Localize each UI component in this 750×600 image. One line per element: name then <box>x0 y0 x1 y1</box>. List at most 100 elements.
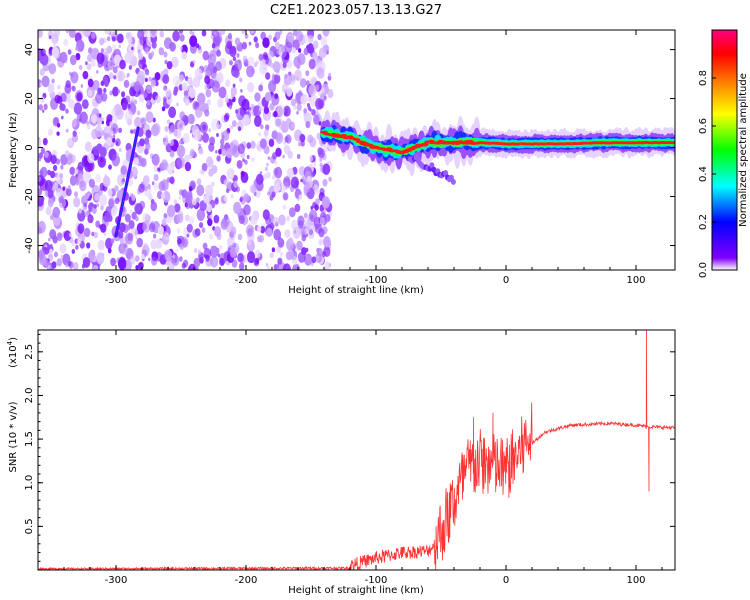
noise-speck <box>265 124 270 131</box>
noise-speck <box>92 265 99 270</box>
snr-y-multiplier-base: (x10 <box>8 345 19 368</box>
noise-speck <box>264 91 272 102</box>
snr-y-tick-label: 1.5 <box>24 431 35 447</box>
noise-speck <box>267 265 270 270</box>
noise-speck <box>146 85 152 94</box>
noise-speck <box>188 263 197 270</box>
noise-speck <box>118 44 122 49</box>
noise-speck <box>253 36 258 43</box>
noise-speck <box>308 84 317 97</box>
noise-speck <box>162 74 170 85</box>
noise-speck <box>302 34 310 45</box>
noise-speck <box>151 256 158 266</box>
noise-speck <box>166 60 173 70</box>
noise-speck <box>267 156 271 160</box>
noise-speck <box>282 204 286 210</box>
noise-speck <box>164 59 168 65</box>
noise-speck <box>315 108 319 113</box>
noise-speck <box>115 107 124 120</box>
noise-speck <box>230 194 234 199</box>
noise-speck <box>86 63 92 71</box>
carrier-cell <box>671 141 675 145</box>
noise-speck <box>189 149 195 157</box>
noise-speck <box>296 240 303 250</box>
noise-speck <box>111 154 121 167</box>
noise-speck <box>146 100 151 106</box>
carrier-branch-cell <box>415 155 421 162</box>
noise-speck <box>275 41 280 49</box>
noise-speck <box>181 44 188 55</box>
noise-speck <box>273 182 281 193</box>
noise-speck <box>250 185 256 194</box>
noise-speck <box>110 30 119 37</box>
noise-speck <box>73 102 83 115</box>
noise-speck <box>279 183 286 193</box>
noise-speck <box>191 31 195 36</box>
noise-speck <box>319 157 323 162</box>
snr-y-tick-label: 2.5 <box>24 344 35 360</box>
noise-speck <box>166 119 171 125</box>
noise-speck <box>142 242 149 251</box>
noise-speck <box>185 192 193 204</box>
noise-speck <box>274 166 283 179</box>
noise-speck <box>305 121 311 129</box>
noise-speck <box>92 80 100 91</box>
noise-speck <box>283 176 291 187</box>
noise-speck <box>237 233 243 241</box>
noise-speck <box>188 87 196 99</box>
noise-speck <box>104 211 111 222</box>
noise-speck <box>196 197 200 203</box>
noise-speck <box>62 186 66 191</box>
noise-speck <box>110 207 117 216</box>
noise-speck <box>96 203 100 208</box>
noise-speck <box>41 75 50 88</box>
noise-speck <box>118 231 124 239</box>
noise-speck <box>311 171 315 178</box>
noise-speck <box>48 35 52 40</box>
noise-speck <box>284 136 289 143</box>
noise-speck <box>129 255 136 265</box>
noise-speck <box>239 262 245 270</box>
noise-speck <box>318 121 322 126</box>
noise-speck <box>103 87 107 93</box>
noise-speck <box>150 239 158 250</box>
noise-speck <box>244 159 248 165</box>
noise-speck <box>258 132 262 137</box>
noise-speck <box>125 95 131 103</box>
noise-speck <box>112 66 118 74</box>
noise-speck <box>87 89 93 97</box>
noise-speck <box>216 49 222 57</box>
noise-speck <box>300 94 308 105</box>
noise-speck <box>122 178 125 183</box>
noise-speck <box>100 223 107 233</box>
noise-speck <box>67 185 71 190</box>
noise-speck <box>310 262 314 267</box>
noise-speck <box>189 129 193 134</box>
noise-speck <box>123 79 130 88</box>
noise-speck <box>111 36 116 42</box>
noise-speck <box>322 163 331 175</box>
noise-speck <box>216 155 221 162</box>
noise-speck <box>213 214 220 224</box>
noise-speck <box>44 247 47 251</box>
noise-speck <box>95 220 101 228</box>
noise-speck <box>194 106 203 118</box>
noise-speck <box>49 248 53 255</box>
noise-speck <box>214 198 219 205</box>
noise-speck <box>111 115 118 124</box>
noise-speck <box>305 247 309 253</box>
noise-speck <box>258 53 264 61</box>
noise-speck <box>82 70 89 80</box>
noise-speck <box>56 95 63 105</box>
noise-speck <box>38 176 41 182</box>
noise-speck <box>273 264 278 270</box>
noise-speck <box>55 158 61 165</box>
noise-speck <box>134 116 142 128</box>
noise-speck <box>119 59 126 70</box>
noise-speck <box>227 236 235 249</box>
noise-speck <box>135 255 140 262</box>
snr-x-tick-label: -300 <box>105 575 128 586</box>
noise-speck <box>179 46 183 51</box>
noise-speck <box>185 203 190 210</box>
noise-speck <box>264 166 268 172</box>
